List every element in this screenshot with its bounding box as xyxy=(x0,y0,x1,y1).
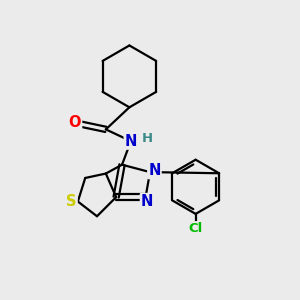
Text: S: S xyxy=(66,194,76,209)
Text: Cl: Cl xyxy=(188,222,203,235)
Text: N: N xyxy=(125,134,137,149)
Text: N: N xyxy=(148,163,160,178)
Text: O: O xyxy=(69,115,81,130)
Text: H: H xyxy=(142,132,153,145)
Text: N: N xyxy=(141,194,153,209)
